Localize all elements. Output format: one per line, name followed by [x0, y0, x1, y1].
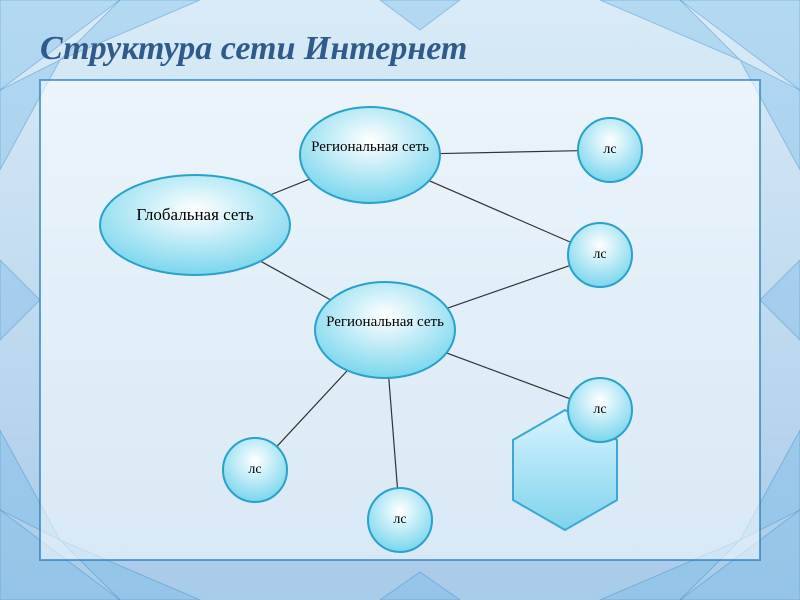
node-regional1 [300, 107, 440, 203]
node-regional2 [315, 282, 455, 378]
edge-regional2-lc5 [389, 378, 398, 488]
node-lc5 [368, 488, 432, 552]
node-lc1 [578, 118, 642, 182]
node-global [100, 175, 290, 275]
edge-global-regional2 [261, 261, 331, 300]
edge-regional2-lc2 [447, 266, 569, 309]
node-lc3 [568, 378, 632, 442]
page-title: Структура сети Интернет [40, 30, 467, 68]
edge-regional1-lc1 [440, 151, 578, 154]
edge-global-regional1 [271, 179, 310, 195]
node-lc2 [568, 223, 632, 287]
edge-regional1-lc2 [429, 181, 571, 243]
edge-regional2-lc3 [447, 353, 570, 399]
slide: Структура сети Интернет Глобальная сетьР… [0, 0, 800, 600]
node-lc4 [223, 438, 287, 502]
diagram-layer [0, 0, 800, 600]
edge-regional2-lc4 [277, 370, 348, 446]
